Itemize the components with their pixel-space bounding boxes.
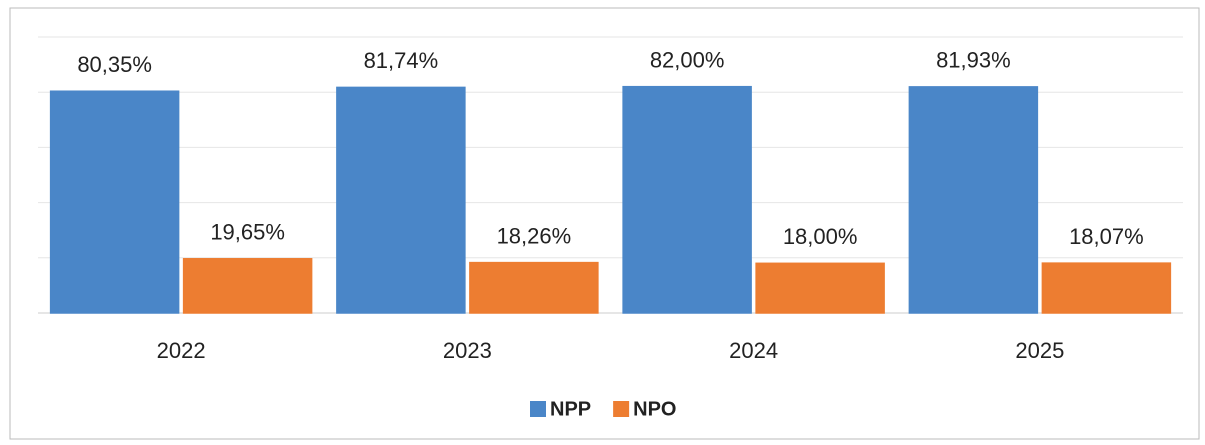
- legend-label: NPP: [550, 398, 591, 420]
- x-tick-label: 2024: [729, 338, 778, 363]
- bar: [49, 90, 180, 314]
- bar: [336, 86, 466, 314]
- bar: [469, 261, 599, 314]
- data-label: 19,65%: [210, 220, 285, 245]
- x-tick-label: 2023: [443, 338, 492, 363]
- data-label: 81,74%: [364, 48, 439, 73]
- data-label: 82,00%: [650, 47, 725, 72]
- data-label: 80,35%: [77, 52, 152, 77]
- x-tick-label: 2025: [1015, 338, 1064, 363]
- x-tick-label: 2022: [157, 338, 206, 363]
- bar: [755, 262, 885, 314]
- data-label: 81,93%: [936, 48, 1011, 73]
- bar: [622, 85, 752, 314]
- bar: [908, 86, 1039, 314]
- data-label: 18,26%: [497, 223, 572, 248]
- legend-swatch: [613, 401, 630, 417]
- bar: [182, 258, 313, 314]
- legend-swatch: [530, 401, 546, 417]
- data-label: 18,00%: [783, 224, 858, 249]
- legend-label: NPO: [633, 398, 676, 420]
- data-label: 18,07%: [1069, 224, 1144, 249]
- bar: [1041, 262, 1172, 314]
